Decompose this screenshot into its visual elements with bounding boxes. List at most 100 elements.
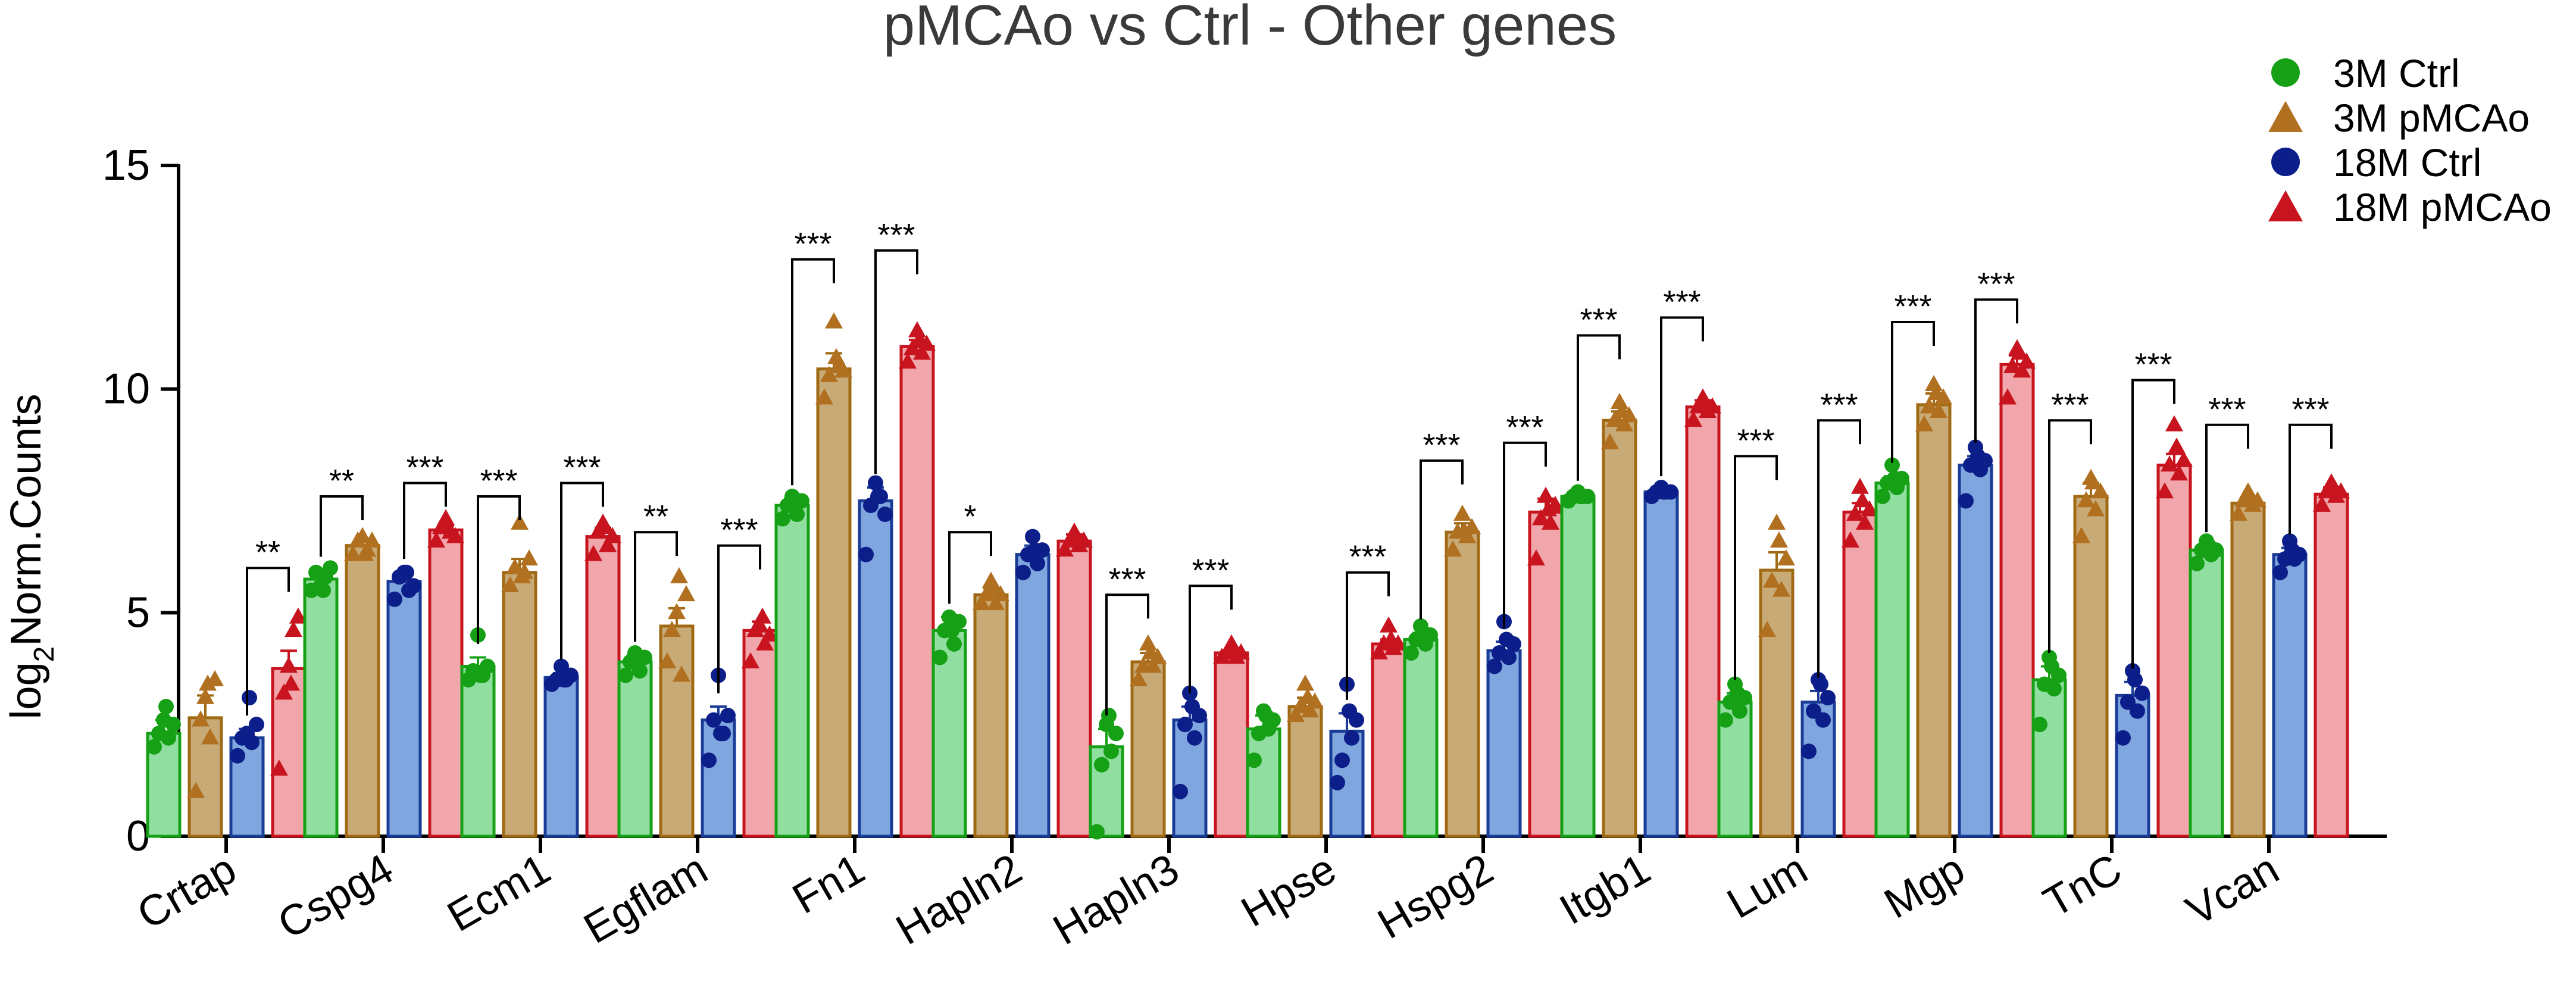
bar — [1214, 651, 1249, 838]
data-point — [196, 687, 214, 704]
bar — [1486, 649, 1522, 838]
significance-bracket — [1817, 419, 1861, 678]
data-point — [1801, 743, 1817, 760]
bar — [617, 660, 653, 838]
data-point — [904, 339, 921, 355]
data-point — [1344, 730, 1359, 746]
bar — [1287, 705, 1323, 838]
significance-label: *** — [1506, 410, 1543, 445]
bar — [899, 345, 935, 838]
data-point — [2242, 486, 2259, 503]
bar — [2031, 678, 2067, 838]
data-point — [787, 493, 802, 509]
significance-bracket — [2205, 423, 2249, 533]
data-point — [1089, 824, 1105, 840]
bar — [1056, 539, 1092, 838]
data-point — [1487, 658, 1502, 674]
data-point — [1056, 540, 1074, 557]
significance-label: ** — [255, 535, 280, 570]
data-point — [1884, 457, 1900, 473]
data-point — [2156, 482, 2174, 499]
legend-marker — [2271, 58, 2300, 87]
data-point — [282, 674, 300, 691]
significance-label: *** — [2051, 387, 2089, 423]
x-tick-label: Hpse — [1233, 845, 1344, 936]
data-point — [789, 507, 805, 523]
x-tick-label: Hspg2 — [1370, 845, 1501, 948]
data-point — [2168, 437, 2186, 454]
data-point — [1142, 643, 1159, 660]
bar — [1445, 530, 1480, 838]
data-point — [1232, 643, 1250, 660]
data-point — [2072, 527, 2090, 543]
data-point — [1958, 493, 1974, 509]
data-point — [825, 312, 843, 329]
data-point — [751, 616, 769, 633]
data-point — [596, 518, 614, 535]
data-point — [1103, 743, 1119, 760]
bar — [1999, 362, 2035, 838]
significance-bracket — [1974, 298, 2018, 443]
data-point — [775, 511, 790, 527]
data-point — [513, 567, 531, 584]
data-point — [1015, 564, 1031, 580]
data-point — [618, 667, 633, 683]
data-point — [2087, 500, 2105, 517]
data-point — [2272, 564, 2288, 580]
data-point — [827, 348, 845, 364]
data-point — [2032, 717, 2047, 733]
data-point — [1299, 687, 1317, 704]
bar — [1916, 403, 1952, 838]
data-point — [1920, 397, 1938, 414]
significance-label: *** — [1737, 423, 1774, 458]
data-point — [344, 545, 362, 561]
data-point — [1763, 571, 1781, 588]
significance-label: *** — [1894, 289, 1931, 324]
data-point — [315, 582, 331, 598]
data-point — [1380, 616, 1398, 633]
data-point — [2018, 352, 2036, 369]
data-point — [756, 634, 774, 651]
data-point — [244, 735, 260, 751]
y-axis-label-base: log — [2, 662, 50, 719]
data-point — [1184, 699, 1200, 715]
x-tick-label: Itgb1 — [1552, 845, 1658, 934]
data-point — [1025, 529, 1040, 545]
data-point — [706, 712, 721, 728]
data-point — [2046, 681, 2062, 697]
data-point — [658, 652, 676, 668]
data-point — [815, 388, 833, 405]
data-point — [1246, 752, 1262, 768]
data-point — [556, 672, 571, 688]
bar — [1874, 481, 1910, 838]
data-point — [192, 710, 210, 727]
significance-bracket — [403, 482, 447, 560]
data-point — [604, 527, 621, 543]
bar — [1643, 490, 1679, 838]
data-point — [984, 580, 1002, 597]
data-point — [668, 603, 686, 620]
significance-bracket — [2048, 419, 2092, 653]
data-point — [439, 518, 457, 535]
data-point — [1613, 402, 1631, 418]
significance-bracket — [560, 482, 604, 660]
data-point — [2161, 455, 2178, 472]
bar — [1403, 637, 1439, 838]
bar — [1371, 642, 1406, 838]
data-point — [630, 649, 645, 665]
data-point — [1139, 634, 1157, 651]
data-point — [1851, 477, 1869, 494]
data-point — [1027, 542, 1043, 558]
significance-bracket — [320, 495, 364, 557]
significance-label: *** — [480, 463, 517, 499]
data-point — [2165, 415, 2183, 432]
data-point — [1108, 726, 1124, 742]
data-point — [1173, 783, 1188, 799]
data-point — [1970, 448, 1986, 464]
x-tick-label: Mgp — [1877, 845, 1972, 928]
data-point — [1601, 433, 1619, 449]
x-tick-label: Fn1 — [785, 845, 873, 923]
bar — [1759, 568, 1795, 838]
data-point — [820, 365, 838, 382]
